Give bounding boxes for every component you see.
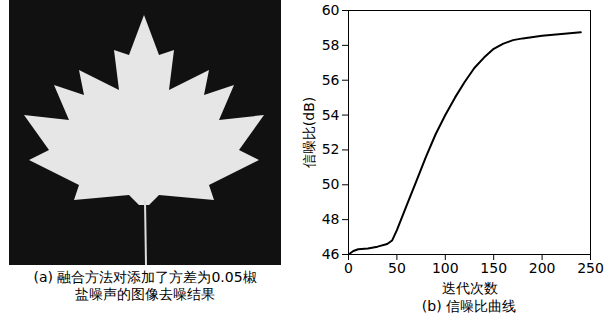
svg-text:52: 52 — [322, 141, 340, 157]
svg-text:50: 50 — [388, 260, 406, 276]
svg-text:46: 46 — [322, 246, 340, 262]
svg-text:50: 50 — [322, 176, 340, 192]
html-text:(a) 融合方法对添加了方差为0.05椒盐噪声的图像去噪结果: (a) 融合方法对添加了方差为0.05椒盐噪声的图像去噪结果 — [33, 269, 257, 302]
svg-text:250: 250 — [577, 260, 604, 276]
svg-text:100: 100 — [432, 260, 459, 276]
svg-text:48: 48 — [322, 211, 340, 227]
html-text:(b) 信噪比曲线: (b) 信噪比曲线 — [421, 298, 517, 314]
svg-text:58: 58 — [322, 37, 340, 53]
svg-text:56: 56 — [322, 72, 340, 88]
svg-text:60: 60 — [322, 2, 340, 18]
svg-text:54: 54 — [322, 107, 340, 123]
svg-text:0: 0 — [344, 260, 353, 276]
svg-text:迭代次数: 迭代次数 — [442, 280, 498, 296]
svg-text:信噪比(dB): 信噪比(dB) — [301, 97, 317, 168]
svg-text:200: 200 — [529, 260, 556, 276]
svg-text:150: 150 — [480, 260, 507, 276]
